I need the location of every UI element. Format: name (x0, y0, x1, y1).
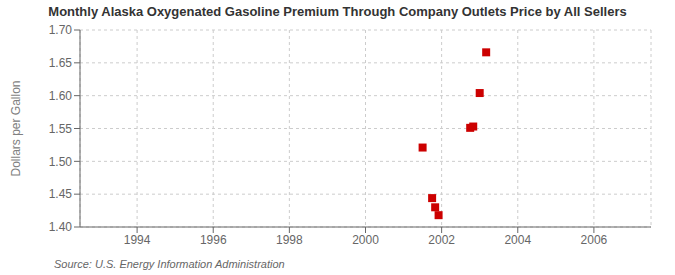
svg-text:1996: 1996 (200, 233, 227, 247)
svg-text:2002: 2002 (428, 233, 455, 247)
svg-text:1998: 1998 (276, 233, 303, 247)
svg-text:1.55: 1.55 (49, 122, 73, 136)
svg-text:1.70: 1.70 (49, 24, 73, 37)
html-text:Monthly Alaska Oxygenated Gaso: Monthly Alaska Oxygenated Gasoline Premi… (48, 4, 627, 19)
svg-text:1.50: 1.50 (49, 155, 73, 169)
html-text:Source: U.S. Energy Informatio: Source: U.S. Energy Information Administ… (54, 258, 285, 270)
svg-text:1.60: 1.60 (49, 89, 73, 103)
svg-text:2006: 2006 (581, 233, 608, 247)
svg-text:1.65: 1.65 (49, 56, 73, 70)
svg-text:2004: 2004 (504, 233, 531, 247)
svg-text:Dollars per Gallon: Dollars per Gallon (9, 80, 23, 176)
svg-text:1994: 1994 (124, 233, 151, 247)
svg-text:2000: 2000 (352, 233, 379, 247)
svg-text:1.45: 1.45 (49, 187, 73, 201)
svg-text:1.40: 1.40 (49, 220, 73, 234)
